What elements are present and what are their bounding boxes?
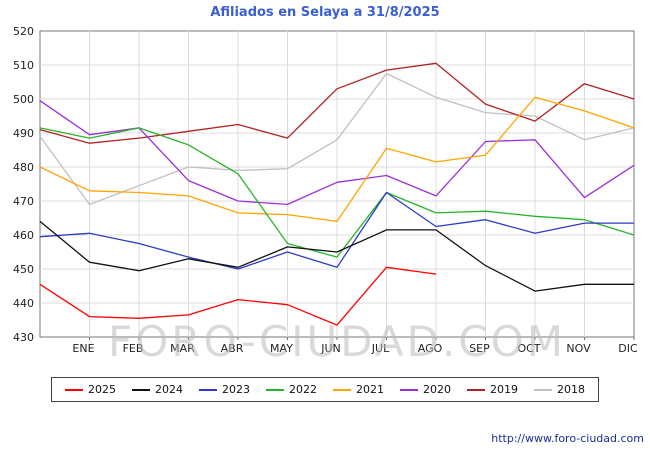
legend-label: 2018 bbox=[557, 383, 585, 396]
x-axis-label: ENE bbox=[72, 342, 94, 355]
x-axis-label: SEP bbox=[469, 342, 490, 355]
x-axis-label: MAR bbox=[170, 342, 195, 355]
chart-title: Afiliados en Selaya a 31/8/2025 bbox=[210, 5, 440, 20]
x-axis-label: JUL bbox=[371, 342, 390, 355]
y-axis-label: 430 bbox=[13, 331, 34, 344]
footer-url[interactable]: http://www.foro-ciudad.com bbox=[491, 432, 644, 445]
y-axis-label: 450 bbox=[13, 263, 34, 276]
legend-swatch-2018 bbox=[534, 388, 552, 391]
y-axis-label: 460 bbox=[13, 229, 34, 242]
y-axis-label: 440 bbox=[13, 297, 34, 310]
x-axis-label: DIC bbox=[618, 342, 638, 355]
line-chart: 430 440 450 460 470 480 490 500 510 520 ENE FEB MAR A… bbox=[13, 25, 638, 366]
legend-label: 2025 bbox=[88, 383, 116, 396]
legend-label: 2023 bbox=[222, 383, 250, 396]
series-line-2024 bbox=[39, 220, 634, 292]
watermark: FORO-CIUDAD.COM bbox=[108, 317, 566, 366]
legend-item-2019: 2019 bbox=[467, 383, 518, 396]
legend-label: 2022 bbox=[289, 383, 317, 396]
series-line-2025 bbox=[39, 266, 437, 326]
y-axis-label: 480 bbox=[13, 161, 34, 174]
legend-item-2025: 2025 bbox=[65, 383, 116, 396]
y-axis-label: 490 bbox=[13, 127, 34, 140]
series-line-2023 bbox=[39, 191, 634, 270]
legend-swatch-2025 bbox=[65, 388, 83, 391]
x-axis-label: NOV bbox=[566, 342, 591, 355]
legend-item-2023: 2023 bbox=[199, 383, 250, 396]
x-axis-label: AGO bbox=[418, 342, 443, 355]
legend: 2025 2024 2023 2022 2021 2020 2019 2018 bbox=[51, 377, 599, 402]
x-axis-label: JUN bbox=[320, 342, 341, 355]
legend-item-2018: 2018 bbox=[534, 383, 585, 396]
series-line-2018 bbox=[39, 72, 635, 206]
legend-swatch-2021 bbox=[333, 388, 351, 391]
legend-swatch-2023 bbox=[199, 388, 217, 391]
legend-item-2020: 2020 bbox=[400, 383, 451, 396]
legend-swatch-2020 bbox=[400, 388, 418, 391]
y-axis-label: 500 bbox=[13, 93, 34, 106]
legend-item-2024: 2024 bbox=[132, 383, 183, 396]
series-line-2021 bbox=[39, 96, 635, 223]
legend-item-2021: 2021 bbox=[333, 383, 384, 396]
y-axis-label: 520 bbox=[13, 25, 34, 38]
x-axis-label: ABR bbox=[221, 342, 244, 355]
legend-label: 2024 bbox=[155, 383, 183, 396]
x-axis-label: OCT bbox=[517, 342, 540, 355]
legend-swatch-2019 bbox=[467, 388, 485, 391]
legend-label: 2019 bbox=[490, 383, 518, 396]
legend-swatch-2022 bbox=[266, 388, 284, 391]
y-axis-label: 510 bbox=[13, 59, 34, 72]
x-axis-label: MAY bbox=[270, 342, 293, 355]
legend-swatch-2024 bbox=[132, 388, 150, 391]
x-axis-label: FEB bbox=[123, 342, 144, 355]
y-axis-label: 470 bbox=[13, 195, 34, 208]
series-line-2022 bbox=[39, 127, 635, 258]
legend-item-2022: 2022 bbox=[266, 383, 317, 396]
legend-label: 2020 bbox=[423, 383, 451, 396]
series-line-2019 bbox=[39, 62, 635, 144]
legend-label: 2021 bbox=[356, 383, 384, 396]
